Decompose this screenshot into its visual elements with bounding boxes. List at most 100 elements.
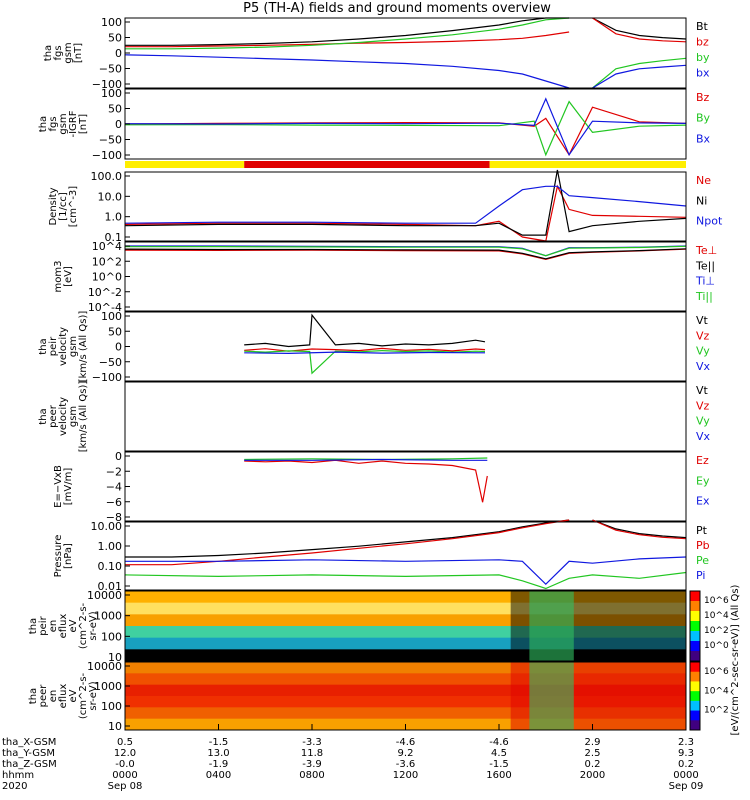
- x-axis-value: Sep 09: [669, 781, 704, 792]
- colorbar-tick-label: 10^0: [704, 641, 729, 651]
- x-axis-value: -4.6: [396, 737, 416, 748]
- legend-entry: Vy: [696, 345, 710, 358]
- panel-peer_eflux: 10000 1000 100 10 tha peer en eflux eV (cm^2-s-sr…: [28, 660, 687, 733]
- y-axis-label: [nT]: [78, 114, 89, 134]
- y-axis-label: peir: [48, 336, 59, 356]
- y-axis-label: tha: [28, 618, 39, 634]
- y-tick-label: 0: [115, 47, 122, 60]
- panel-peir_velocity: 100 50 0 −50 −100 tha peir velocity gsm [km/s (Al…: [38, 310, 711, 384]
- y-tick-label: 100: [101, 700, 122, 713]
- legend-entry: Te⊥: [695, 244, 717, 257]
- heatmap-band: [125, 684, 686, 697]
- y-tick-label: 1000: [94, 680, 122, 693]
- y-axis-label: tha: [28, 688, 39, 704]
- y-axis-label: en: [48, 620, 59, 633]
- legend-entry: Ne: [696, 174, 711, 187]
- x-axis-value: 4.5: [491, 748, 507, 759]
- y-tick-label: 10^4: [92, 240, 122, 253]
- colorbar-frame: [689, 661, 701, 731]
- x-axis-row-label: 2020: [2, 781, 27, 792]
- x-axis-value: -3.9: [302, 759, 322, 770]
- y-axis-label: en: [48, 690, 59, 703]
- y-axis-label: peir: [38, 615, 49, 635]
- series-line-te: [124, 248, 687, 261]
- panel-frame: [124, 451, 687, 522]
- y-axis-label: tha: [38, 116, 49, 132]
- status-segment: [244, 161, 490, 168]
- x-axis-value: Sep 08: [108, 781, 143, 792]
- series-line-pe: [124, 571, 687, 590]
- x-axis-value: -1.9: [209, 759, 229, 770]
- status-segment: [489, 161, 686, 168]
- y-tick-label: −100: [92, 78, 122, 91]
- panel-peir_eflux: 10000 1000 100 10 tha peir en eflux eV (cm^2-s-sr…: [28, 589, 687, 664]
- y-axis-label: tha: [43, 45, 54, 61]
- series-line-pt: [592, 519, 687, 539]
- colorbar-title: [eV/(cm^2-sec-sr-eV)] (All Qs): [730, 584, 741, 735]
- panel-frame: [124, 311, 687, 382]
- x-axis-value: 2000: [580, 770, 605, 781]
- legend-entry: Vx: [696, 430, 711, 443]
- y-axis-label: eV: [68, 619, 79, 632]
- y-axis-label: (cm^2-s-: [78, 602, 89, 649]
- legend-entry: Vz: [696, 399, 710, 412]
- legend-entry: Pt: [696, 524, 708, 537]
- y-axis-label: (cm^2-s-: [78, 672, 89, 719]
- x-axis-value: -3.3: [302, 737, 322, 748]
- legend-entry: Bx: [696, 132, 711, 145]
- series-line-by: [592, 57, 687, 89]
- series-line-pb: [592, 519, 687, 540]
- y-tick-label: −100: [92, 371, 122, 384]
- colorbar-segment: [690, 720, 700, 731]
- series-line-npot: [124, 185, 687, 224]
- series-line-pi: [125, 556, 687, 586]
- y-tick-label: 50: [108, 325, 122, 338]
- x-axis-value: 0000: [673, 770, 698, 781]
- colorbar-tick-label: 10^6: [704, 596, 729, 606]
- y-axis-label: eflux: [58, 684, 69, 709]
- colorbar-segment: [690, 710, 700, 721]
- y-tick-label: 10.00: [91, 520, 123, 533]
- series-line-pb: [125, 519, 570, 566]
- panel-fgs_gsm_bg: 100 50 0 −50 −100 tha fgs gsm -IGRF [nT] Bz By Bx: [38, 87, 711, 162]
- y-tick-label: 0: [115, 341, 122, 354]
- y-axis-label: peer: [38, 684, 49, 708]
- y-axis-label: fgs: [48, 116, 59, 131]
- legend-entry: Vt: [696, 384, 709, 397]
- y-axis-label: [km/s (All Qs)]: [78, 311, 89, 383]
- y-axis-label: gsm: [63, 42, 74, 63]
- panel-frame: [124, 521, 687, 591]
- status-bar: [125, 161, 686, 168]
- y-axis-label: mom3: [53, 261, 64, 293]
- y-axis-label: sr-eV): [88, 611, 99, 640]
- x-axis-table: tha_X-GSMtha_Y-GSMtha_Z-GSMhhmm20200.512…: [2, 724, 703, 792]
- y-tick-label: 100: [101, 87, 122, 100]
- colorbar-tick-label: 10^4: [704, 686, 729, 696]
- panel-efield: 0 −2 −4 −6 −8 E=−VxB [mV/m] Ez Ey Ex: [53, 450, 710, 524]
- y-axis-label: [nT]: [73, 43, 84, 63]
- heatmap-band: [125, 673, 686, 686]
- y-tick-label: −100: [92, 149, 122, 162]
- heatmap-band: [125, 662, 686, 674]
- colorbar-segment: [690, 641, 700, 652]
- y-tick-label: −50: [99, 356, 122, 369]
- legend-entry: Vx: [696, 360, 711, 373]
- legend-entry: by: [696, 51, 710, 64]
- y-axis-label: eV: [68, 689, 79, 702]
- colorbars: 10^6 10^4 10^2 10^0 10^6 10^4 10^2 [eV/(cm^2-se…: [689, 584, 741, 735]
- x-axis-value: 2.5: [585, 748, 601, 759]
- y-tick-label: 10^-4: [88, 301, 122, 314]
- y-tick-label: −50: [99, 63, 122, 76]
- colorbar-segment: [690, 662, 700, 673]
- legend-entry: Npot: [696, 215, 723, 228]
- y-axis-label: Pressure: [53, 535, 64, 578]
- x-axis-value: 11.8: [301, 748, 323, 759]
- status-segment: [125, 161, 245, 168]
- legend-entry: Pb: [696, 539, 710, 552]
- y-tick-label: 10.0: [98, 190, 123, 203]
- colorbar-segment: [690, 591, 700, 602]
- y-axis-label: gsm: [58, 113, 69, 134]
- y-axis-label: tha: [38, 338, 49, 354]
- y-tick-label: −8: [106, 511, 122, 524]
- legend-entry: Ey: [696, 474, 710, 487]
